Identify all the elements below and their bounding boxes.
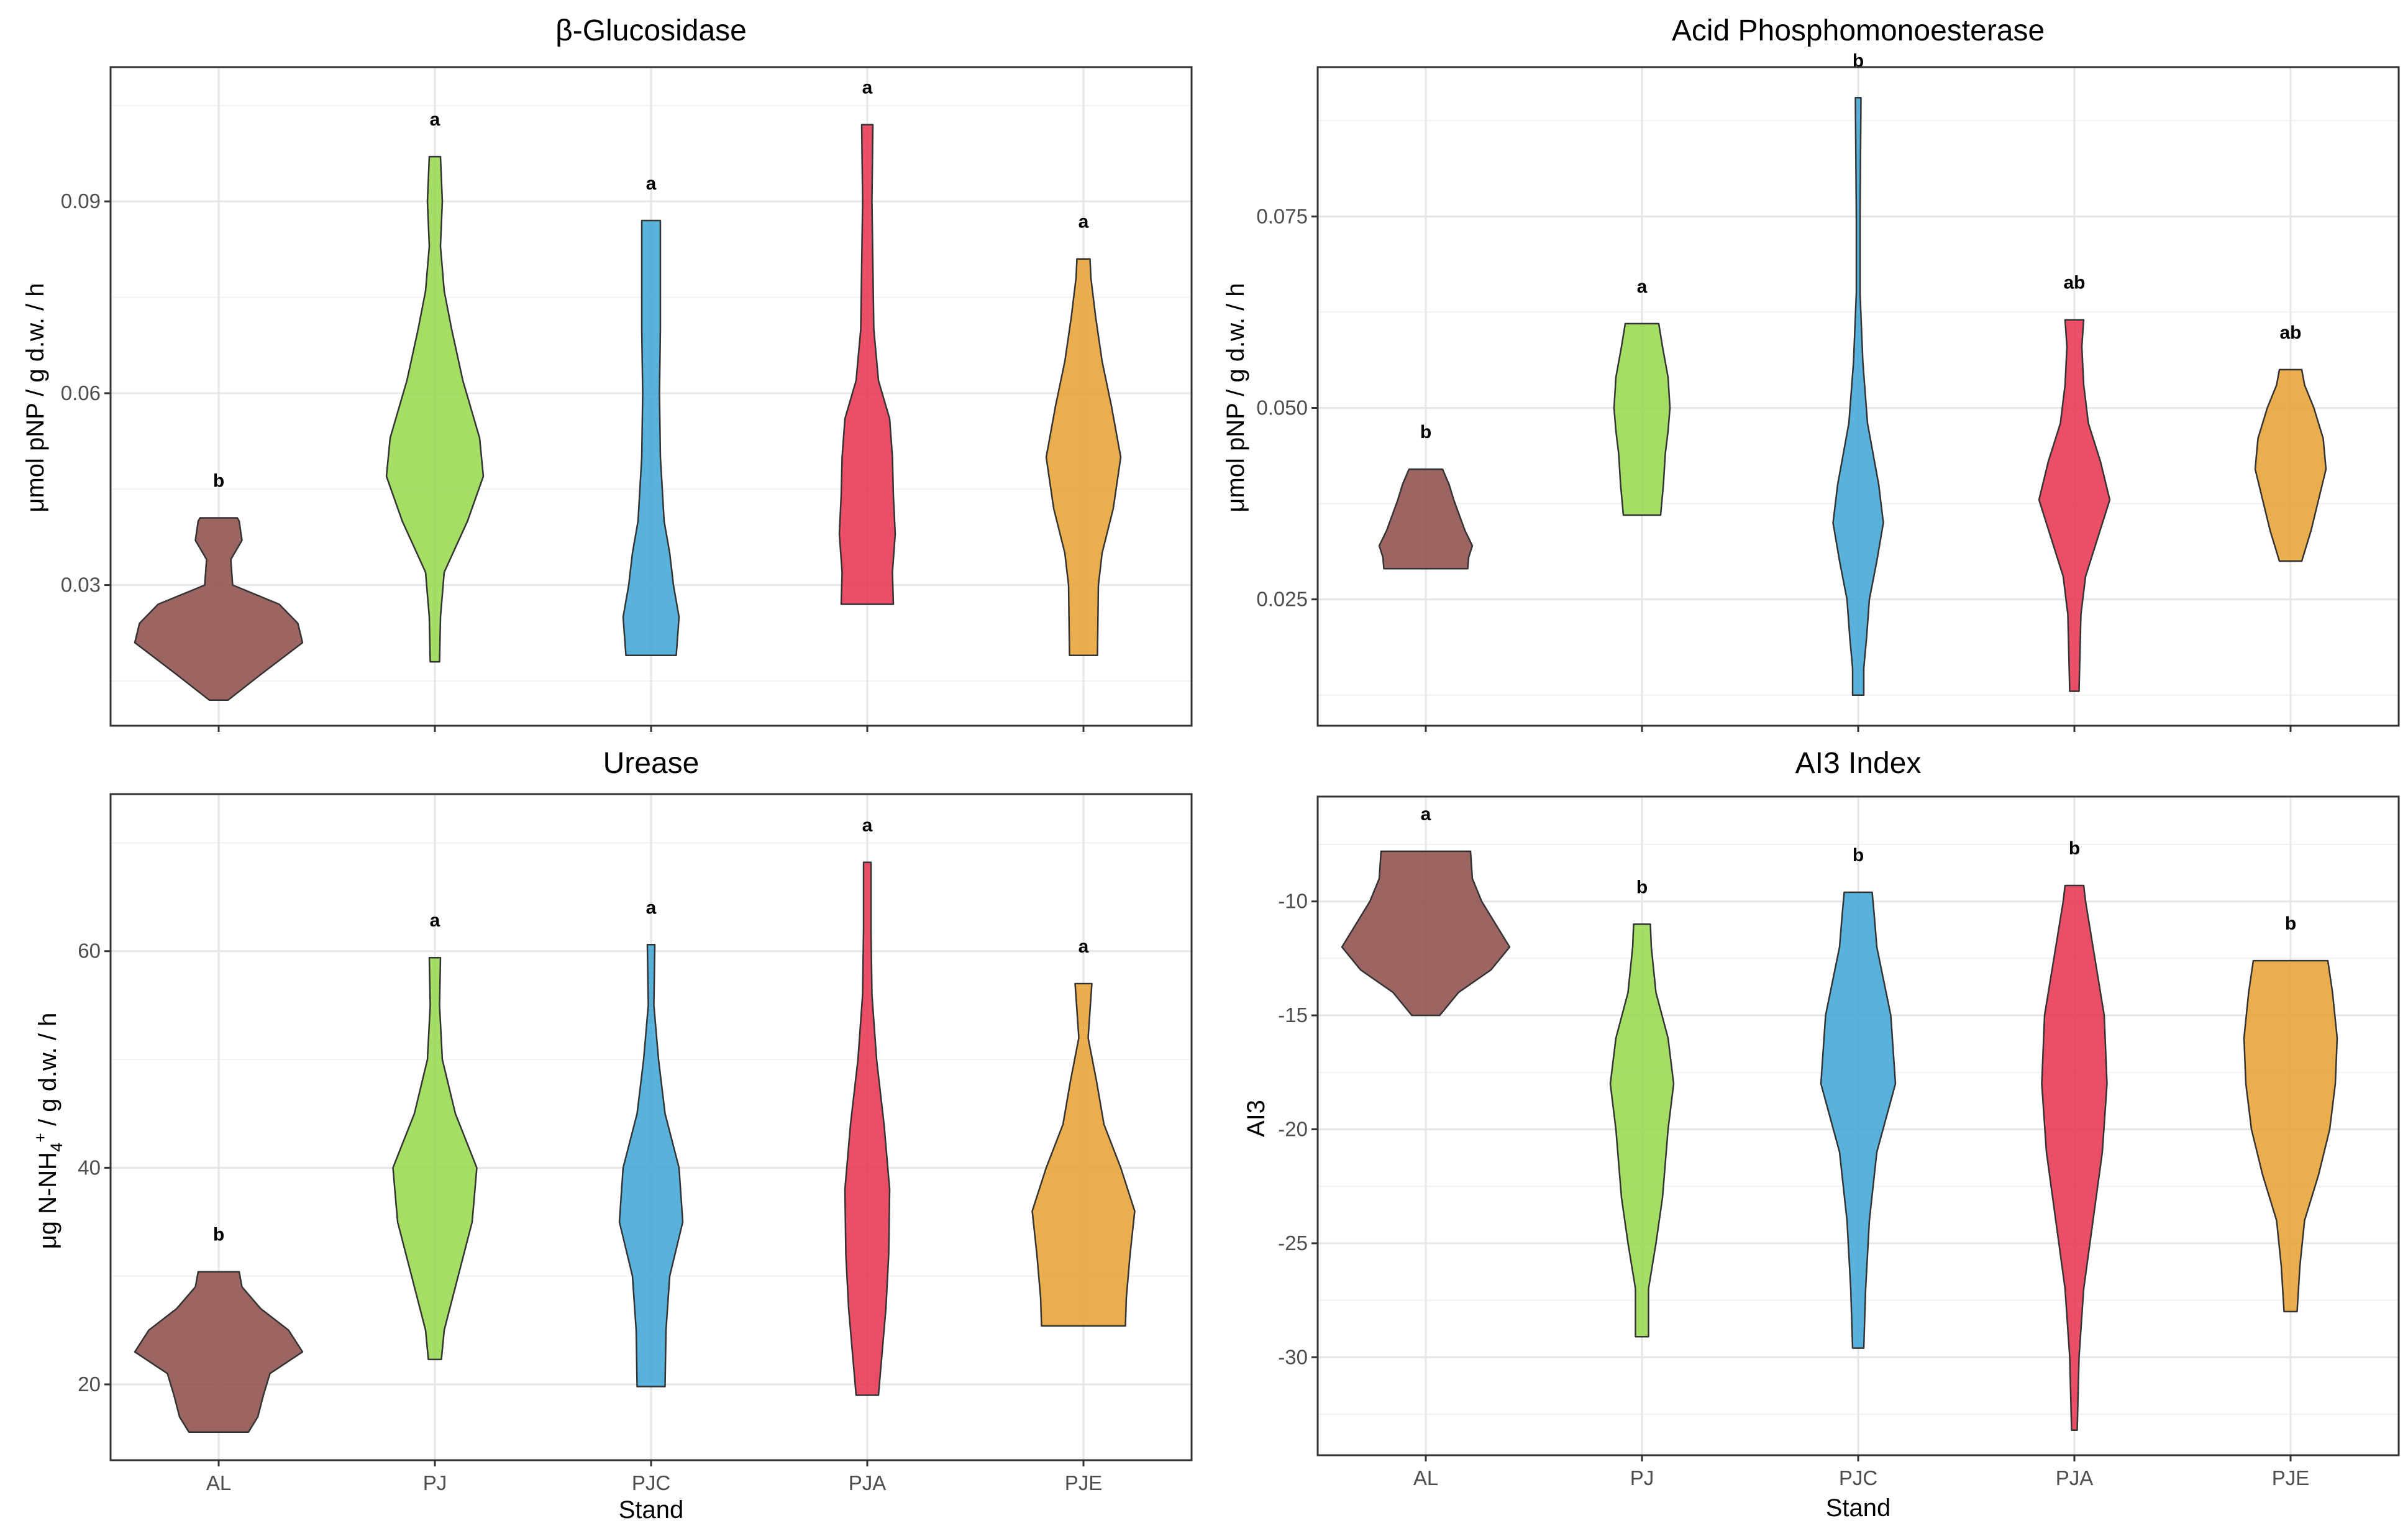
significance-letter: a <box>1637 277 1648 297</box>
y-tick-label: 0.06 <box>61 382 101 405</box>
y-tick-label: -25 <box>1278 1232 1308 1255</box>
significance-letter: b <box>1853 845 1864 866</box>
x-tick-label: PJC <box>632 1471 670 1494</box>
y-tick-label: -20 <box>1278 1118 1308 1141</box>
x-tick-label: PJA <box>849 1471 887 1494</box>
y-axis-title-urease: μg N-NH4+ / g d.w. / h <box>31 1013 66 1250</box>
x-tick-label: PJC <box>1839 1466 1877 1489</box>
violin-al <box>134 517 304 702</box>
y-tick-label: 0.050 <box>1256 396 1308 419</box>
panel-border <box>109 66 1193 727</box>
violin-pje <box>1031 982 1136 1327</box>
panel-border <box>1316 66 2400 727</box>
significance-letter: a <box>430 910 440 931</box>
violin-pj <box>392 956 478 1361</box>
y-axis-title-beta-glucosidase: μmol pNP / g d.w. / h <box>22 283 49 512</box>
violin-pj <box>1613 322 1671 516</box>
y-tick-label: -30 <box>1278 1345 1308 1368</box>
panel-title-beta-glucosidase: β-Glucosidase <box>555 14 747 47</box>
panel-title-urease: Urease <box>603 747 700 780</box>
x-tick-label: PJ <box>1630 1466 1654 1489</box>
violin-al <box>134 1271 304 1433</box>
significance-letter: a <box>862 815 873 836</box>
panel-3: -30 -25 -20 -15 -10 AL PJ PJC PJA PJE a b b b b <box>1278 795 2400 1489</box>
significance-letter: ab <box>2279 322 2301 343</box>
y-tick-label: 0.03 <box>61 574 101 597</box>
significance-letter: a <box>1079 936 1089 957</box>
violin-pja <box>2041 884 2108 1431</box>
significance-letter: a <box>430 109 440 130</box>
violin-pjc <box>618 944 684 1387</box>
violin-pje <box>1045 258 1122 657</box>
violin-al <box>1341 850 1511 1017</box>
panel-title-ai3-index: AI3 Index <box>1795 747 1922 780</box>
significance-letter: b <box>213 1225 224 1245</box>
x-tick-label: PJ <box>423 1471 447 1494</box>
y-tick-label: 0.025 <box>1256 588 1308 611</box>
significance-letter: b <box>1420 422 1431 442</box>
x-axis-title-ai3: Stand <box>1826 1494 1891 1522</box>
y-tick-label: 0.075 <box>1256 204 1308 227</box>
violin-pja <box>844 861 891 1396</box>
significance-letter: a <box>862 78 873 98</box>
violin-pja <box>2038 319 2111 692</box>
significance-letter: b <box>2069 838 2080 859</box>
y-axis-title-ai3: AI3 <box>1243 1100 1270 1137</box>
violin-pj <box>1609 923 1675 1338</box>
panel-title-acid-phosphomonoesterase: Acid Phosphomonoesterase <box>1672 14 2045 47</box>
violin-pje <box>2254 368 2327 562</box>
violin-pjc <box>1820 891 1897 1349</box>
y-tick-label: 40 <box>78 1156 101 1179</box>
x-tick-label: AL <box>206 1471 231 1494</box>
significance-letter: b <box>1853 50 1864 71</box>
x-axis-title-urease: Stand <box>619 1496 684 1524</box>
violin-pja <box>838 124 896 605</box>
significance-letter: b <box>213 471 224 491</box>
significance-letter: ab <box>2063 273 2085 293</box>
violin-al <box>1378 468 1474 570</box>
panel-0: 0.03 0.06 0.09 b a a a a <box>61 66 1193 732</box>
significance-letter: a <box>1079 212 1089 232</box>
y-tick-label: 0.09 <box>61 190 101 213</box>
x-tick-label: PJE <box>2272 1466 2310 1489</box>
y-tick-label: -15 <box>1278 1003 1308 1026</box>
y-tick-label: -10 <box>1278 890 1308 913</box>
x-tick-label: PJA <box>2056 1466 2094 1489</box>
significance-letter: a <box>1421 804 1431 825</box>
x-tick-label: AL <box>1413 1466 1438 1489</box>
y-tick-label: 20 <box>78 1373 101 1396</box>
significance-letter: a <box>646 897 657 918</box>
x-tick-label: PJE <box>1065 1471 1103 1494</box>
panel-border <box>1316 795 2400 1456</box>
y-axis-title-acid-phosphomonoesterase: μmol pNP / g d.w. / h <box>1222 283 1249 512</box>
significance-letter: b <box>1636 877 1648 897</box>
panel-border <box>109 793 1193 1461</box>
violin-pje <box>2243 959 2338 1313</box>
significance-letter: a <box>646 173 657 194</box>
significance-letter: b <box>2285 913 2296 934</box>
violin-pjc <box>1832 97 1884 696</box>
y-tick-label: 60 <box>78 939 101 962</box>
violin-pjc <box>622 219 680 657</box>
panel-2: 20 40 60 AL PJ PJC PJA PJE b a a a a <box>78 793 1193 1494</box>
violin-pj <box>385 155 485 663</box>
